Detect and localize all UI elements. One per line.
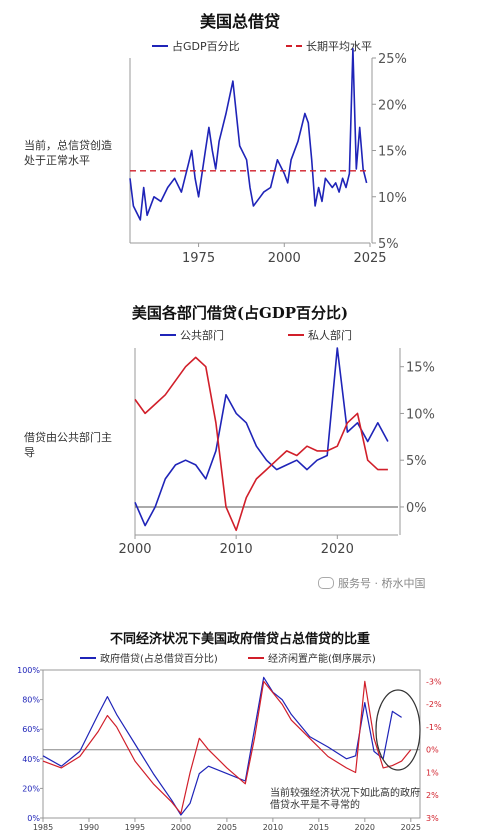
chart1-annotation: 当前，总信贷创造处于正常水平 (24, 139, 112, 167)
legend-line-blue-icon (152, 45, 168, 47)
x-tick-label: 2020 (355, 823, 375, 832)
x-tick-label: 2025 (401, 823, 421, 832)
y2-tick-label: -2% (426, 700, 442, 709)
y-tick-label: 5% (406, 454, 427, 469)
legend-line-red-icon (248, 656, 264, 659)
x-tick-label: 2025 (353, 251, 386, 266)
chart1-legend-red: 长期平均水平 (286, 38, 372, 54)
y2-tick-label: 0% (426, 746, 439, 755)
x-tick-label: 1990 (79, 823, 99, 832)
y-tick-label: 15% (378, 145, 407, 160)
chart1-series-blue-line (129, 48, 368, 221)
chart3-title: 不同经济状况下美国政府借贷占总借贷的比重 (109, 632, 370, 647)
x-tick-label: 2000 (118, 542, 151, 557)
x-tick-label: 1975 (182, 251, 215, 266)
chart2-legend-blue: 公共部门 (160, 327, 224, 343)
legend-label: 经济闲置产能(倒序展示) (268, 654, 376, 665)
highlight-circle (375, 689, 421, 771)
x-tick-label: 2005 (217, 823, 237, 832)
chart3-annotation: 当前较强经济状况下如此高的政府借贷水平是不寻常的 (270, 788, 420, 811)
chart2-series-blue-line (134, 347, 389, 527)
y-tick-label: 60% (22, 725, 40, 734)
y2-tick-label: -1% (426, 723, 442, 732)
y-tick-label: 20% (378, 98, 407, 113)
y2-tick-label: -3% (426, 677, 442, 686)
y-tick-label: 0% (406, 501, 427, 516)
y2-tick-label: 3% (426, 814, 439, 823)
wechat-icon (318, 577, 334, 589)
y-tick-label: 25% (378, 52, 407, 67)
legend-line-blue-icon (160, 334, 176, 336)
y-tick-label: 5% (378, 237, 399, 252)
y-tick-label: 100% (17, 666, 40, 675)
legend-label: 公共部门 (180, 329, 224, 342)
legend-line-red-icon (288, 334, 304, 336)
y-tick-label: 10% (406, 407, 435, 422)
chart2-title: 美国各部门借贷(占GDP百分比) (131, 304, 349, 322)
chart2-series-red-line (134, 356, 388, 532)
x-tick-label: 2015 (309, 823, 329, 832)
x-tick-label: 2020 (321, 542, 354, 557)
y-tick-label: 10% (378, 191, 407, 206)
legend-label: 占GDP百分比 (172, 40, 240, 53)
chart1-legend-blue: 占GDP百分比 (152, 38, 240, 54)
x-tick-label: 2010 (263, 823, 283, 832)
x-tick-label: 2000 (171, 823, 191, 832)
chart2-annotation: 借贷由公共部门主导 (24, 431, 112, 459)
x-tick-label: 1995 (125, 823, 145, 832)
legend-label: 私人部门 (308, 329, 352, 342)
x-tick-label: 1985 (33, 823, 53, 832)
chart3-legend-blue: 政府借贷(占总借贷百分比) (80, 650, 218, 665)
x-tick-label: 2010 (220, 542, 253, 557)
watermark: 服务号 · 桥水中国 (318, 575, 426, 591)
legend-label: 长期平均水平 (306, 40, 372, 53)
y-tick-label: 40% (22, 755, 40, 764)
legend-dash-red-icon (286, 45, 302, 47)
chart2-legend-red: 私人部门 (288, 327, 352, 343)
legend-label: 政府借贷(占总借贷百分比) (100, 654, 218, 665)
y-tick-label: 15% (406, 361, 435, 376)
watermark-text: 服务号 · 桥水中国 (338, 577, 426, 590)
x-tick-label: 2000 (268, 251, 301, 266)
y2-tick-label: 2% (426, 791, 439, 800)
y-tick-label: 20% (22, 784, 40, 793)
y-tick-label: 0% (27, 814, 40, 823)
chart1-title: 美国总借贷 (199, 12, 280, 31)
chart3-legend-red: 经济闲置产能(倒序展示) (248, 650, 376, 665)
legend-line-blue-icon (80, 656, 96, 659)
y-tick-label: 80% (22, 696, 40, 705)
y2-tick-label: 1% (426, 768, 439, 777)
